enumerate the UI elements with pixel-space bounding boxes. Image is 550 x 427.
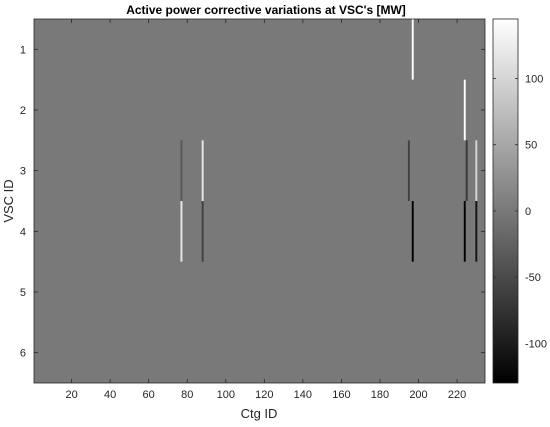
x-tick-label: 40 bbox=[104, 389, 116, 401]
heatmap-cell bbox=[463, 201, 466, 262]
y-ticks: 1 2 3 4 5 6 bbox=[20, 44, 485, 360]
x-tick-label: 100 bbox=[217, 389, 235, 401]
y-tick-label: 2 bbox=[20, 105, 26, 117]
x-tick-label: 200 bbox=[409, 389, 427, 401]
x-ticks: 20 40 60 80 100 120 140 160 180 200 220 bbox=[65, 19, 466, 401]
colorbar-ticks: -100 -50 0 50 100 bbox=[493, 74, 547, 350]
x-tick-label: 60 bbox=[143, 389, 155, 401]
heatmap-cell bbox=[411, 201, 414, 262]
x-tick-label: 160 bbox=[332, 389, 350, 401]
colorbar-tick-label: 100 bbox=[525, 74, 543, 86]
heatmap-cell bbox=[411, 19, 414, 80]
x-tick-label: 20 bbox=[65, 389, 77, 401]
y-tick-label: 5 bbox=[20, 287, 26, 299]
colorbar-tick-label: -50 bbox=[525, 272, 541, 284]
heatmap-cell bbox=[475, 201, 478, 262]
plot-frame bbox=[33, 18, 486, 384]
heatmap-cell bbox=[180, 140, 183, 201]
colorbar-tick-label: -100 bbox=[525, 338, 547, 350]
y-tick-label: 3 bbox=[20, 166, 26, 178]
y-tick-label: 4 bbox=[20, 226, 26, 238]
heatmap-cell bbox=[407, 140, 410, 201]
y-tick-label: 1 bbox=[20, 44, 26, 56]
heatmap-cell bbox=[201, 201, 204, 262]
x-tick-label: 180 bbox=[371, 389, 389, 401]
colorbar-tick-label: 50 bbox=[525, 140, 537, 152]
colorbar-tick-label: 0 bbox=[525, 206, 531, 218]
heatmap-cell bbox=[465, 140, 468, 201]
y-axis-label: VSC ID bbox=[1, 179, 16, 222]
x-tick-label: 140 bbox=[294, 389, 312, 401]
x-tick-label: 80 bbox=[181, 389, 193, 401]
x-tick-label: 120 bbox=[255, 389, 273, 401]
colorbar bbox=[492, 18, 519, 384]
heatmap-cell bbox=[463, 79, 466, 141]
heatmap-cells bbox=[180, 19, 478, 262]
y-tick-label: 6 bbox=[20, 348, 26, 360]
heatmap-cell bbox=[180, 201, 183, 262]
x-axis-label: Ctg ID bbox=[241, 406, 278, 421]
x-tick-label: 220 bbox=[448, 389, 466, 401]
chart-title: Active power corrective variations at VS… bbox=[126, 3, 406, 17]
heatmap-cell bbox=[201, 140, 204, 201]
heatmap-cell bbox=[475, 140, 478, 201]
plot-area bbox=[34, 19, 485, 383]
